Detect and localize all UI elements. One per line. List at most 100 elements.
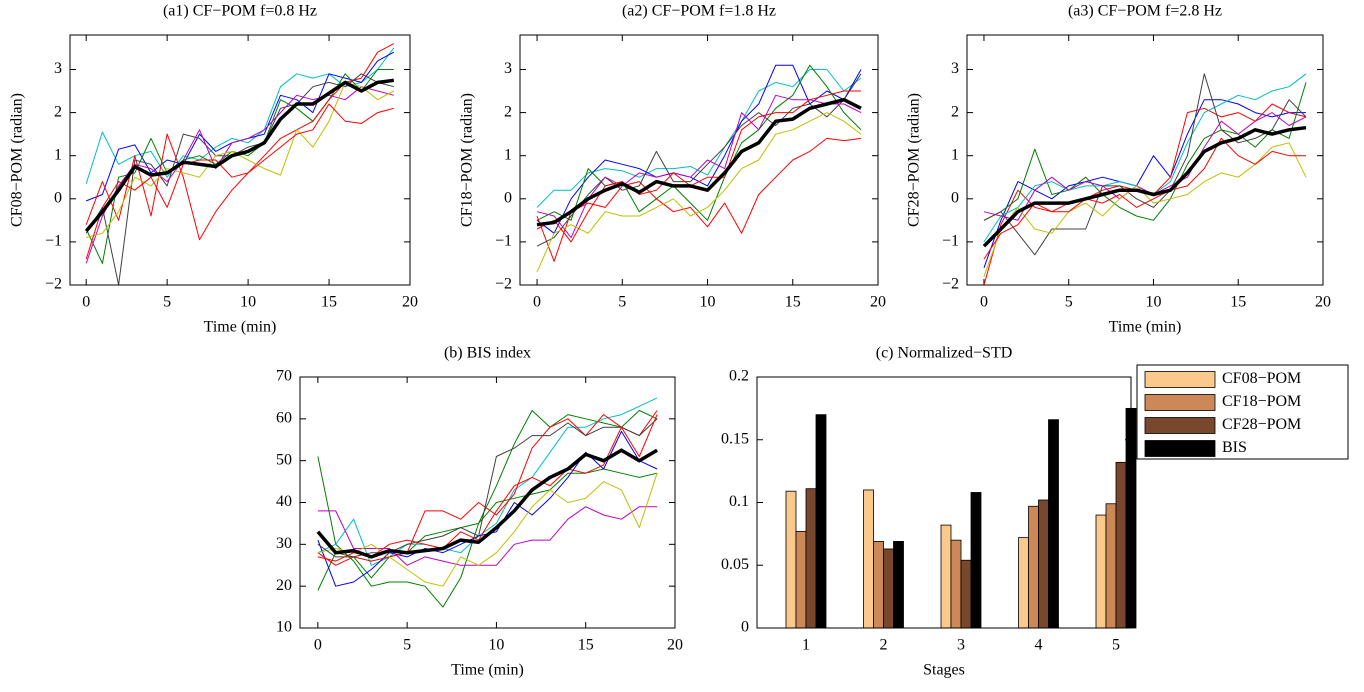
x-tick-label: 15	[1230, 294, 1246, 311]
x-tick-label: 4	[1035, 637, 1043, 654]
plot-frame	[69, 34, 411, 286]
legend-label: CF18−POM	[1222, 393, 1301, 410]
x-axis-label: Time (min)	[204, 319, 277, 336]
y-axis-label: CF28−POM (radian)	[906, 93, 923, 227]
bar	[1095, 514, 1107, 629]
y-tick-label: 3	[504, 60, 512, 77]
data-line	[982, 125, 1307, 248]
y-tick-label: 70	[276, 368, 292, 385]
bar	[873, 541, 884, 629]
bar	[893, 541, 904, 629]
y-axis-label: CF18−POM (radian)	[459, 93, 476, 227]
chart-title: (a1) CF−POM f=0.8 Hz	[163, 3, 317, 20]
y-tick-label: 0	[951, 189, 959, 206]
data-line	[983, 112, 1307, 221]
y-tick-label: 0	[741, 619, 749, 636]
legend-label: CF08−POM	[1222, 370, 1301, 387]
y-tick-label: −2	[495, 276, 512, 293]
y-tick-label: 20	[276, 577, 292, 594]
x-tick-label: 20	[870, 294, 886, 311]
y-tick-label: 0	[504, 189, 512, 206]
legend-swatch	[1144, 394, 1216, 411]
data-line	[983, 73, 1307, 256]
bar	[950, 539, 962, 629]
bar	[960, 559, 972, 629]
bar	[1028, 505, 1039, 629]
bar	[970, 492, 982, 629]
chart-title: (a3) CF−POM f=2.8 Hz	[1068, 3, 1222, 20]
data-line	[536, 137, 862, 262]
x-tick-label: 15	[321, 294, 337, 311]
y-axis-label: CF08−POM (radian)	[9, 93, 26, 227]
x-tick-label: 20	[667, 637, 683, 654]
data-line	[85, 103, 394, 260]
x-tick-label: 20	[1315, 294, 1331, 311]
bar	[1048, 419, 1059, 629]
bar	[815, 414, 827, 629]
x-axis-label: Time (min)	[451, 662, 524, 679]
bar	[883, 548, 894, 629]
y-tick-label: 50	[276, 451, 292, 468]
bar	[785, 490, 797, 629]
data-line	[84, 78, 395, 233]
x-tick-label: 10	[700, 294, 716, 311]
y-tick-label: −1	[942, 233, 959, 250]
data-line	[317, 410, 658, 566]
x-tick-label: 1	[802, 637, 810, 654]
x-tick-label: 2	[880, 637, 888, 654]
y-tick-label: 60	[276, 410, 292, 427]
y-tick-label: −2	[45, 276, 62, 293]
data-line	[536, 112, 862, 273]
y-tick-label: 0	[54, 189, 62, 206]
data-line	[317, 456, 658, 608]
bar	[940, 524, 952, 629]
legend-label: BIS	[1222, 439, 1247, 456]
data-line	[85, 86, 394, 264]
bar	[863, 489, 874, 629]
y-tick-label: 0.15	[721, 430, 749, 447]
data-line	[983, 82, 1307, 221]
x-tick-label: 15	[785, 294, 801, 311]
x-tick-label: 0	[82, 294, 90, 311]
y-tick-label: 10	[276, 619, 292, 636]
y-tick-label: 3	[54, 60, 62, 77]
x-tick-label: 5	[1112, 637, 1120, 654]
y-tick-label: 40	[276, 493, 292, 510]
bar	[805, 488, 817, 629]
x-tick-label: 10	[240, 294, 256, 311]
x-tick-label: 5	[1065, 294, 1073, 311]
x-axis-label: Time (min)	[1109, 319, 1182, 336]
x-tick-label: 10	[1145, 294, 1161, 311]
chart-title: (a2) CF−POM f=1.8 Hz	[622, 3, 776, 20]
y-tick-label: 0.05	[721, 556, 749, 573]
data-line	[85, 43, 395, 241]
x-axis-label: Stages	[923, 662, 965, 679]
x-tick-label: 0	[533, 294, 541, 311]
y-tick-label: 2	[504, 103, 512, 120]
bar	[1038, 499, 1049, 629]
y-tick-label: 1	[951, 146, 959, 163]
data-line	[317, 410, 658, 591]
y-tick-label: 3	[951, 60, 959, 77]
x-tick-label: 0	[314, 637, 322, 654]
plot-frame	[966, 34, 1324, 286]
data-line	[316, 448, 658, 559]
x-tick-label: 15	[578, 637, 594, 654]
legend-swatch	[1144, 417, 1216, 434]
plot-frame	[299, 376, 676, 629]
x-tick-label: 5	[163, 294, 171, 311]
y-tick-label: 2	[951, 103, 959, 120]
data-line	[536, 94, 862, 239]
y-tick-label: 30	[276, 535, 292, 552]
bar	[795, 530, 807, 629]
plot-frame	[756, 376, 1132, 629]
bar	[1115, 461, 1127, 629]
bar	[1105, 503, 1117, 629]
data-line	[85, 73, 394, 286]
data-line	[536, 90, 861, 243]
x-tick-label: 20	[402, 294, 418, 311]
x-tick-label: 10	[488, 637, 504, 654]
y-tick-label: 0.2	[729, 368, 749, 385]
data-line	[86, 81, 395, 239]
